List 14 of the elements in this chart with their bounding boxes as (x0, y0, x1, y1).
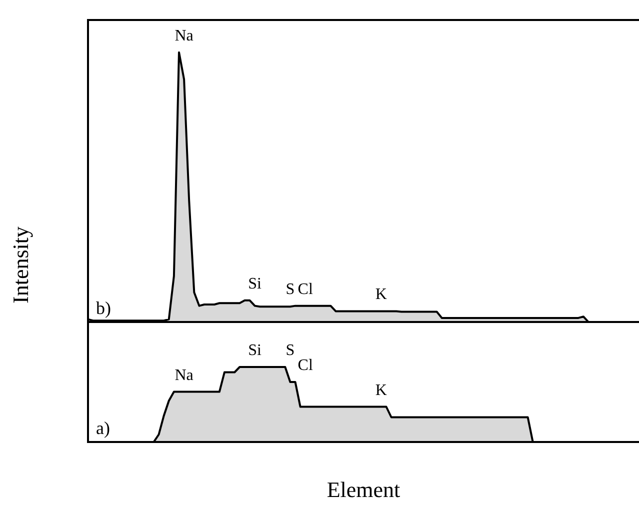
x-tick-label: Na (174, 366, 194, 384)
annotation: b) (96, 298, 111, 318)
x-tick-label: Si (248, 275, 262, 292)
annotation: a) (96, 418, 110, 438)
x-axis-title: Element (326, 477, 400, 502)
x-tick-label: K (375, 286, 388, 304)
x-tick-label: Cl (298, 357, 314, 374)
x-tick-label: S (286, 280, 295, 298)
x-tick-label: S (286, 342, 295, 359)
x-tick-label: Na (174, 27, 194, 44)
x-tick-label: K (375, 382, 388, 399)
y-axis-title: Intensity (8, 226, 33, 304)
x-tick-label: Cl (298, 280, 314, 298)
x-tick-label: Si (248, 342, 262, 359)
